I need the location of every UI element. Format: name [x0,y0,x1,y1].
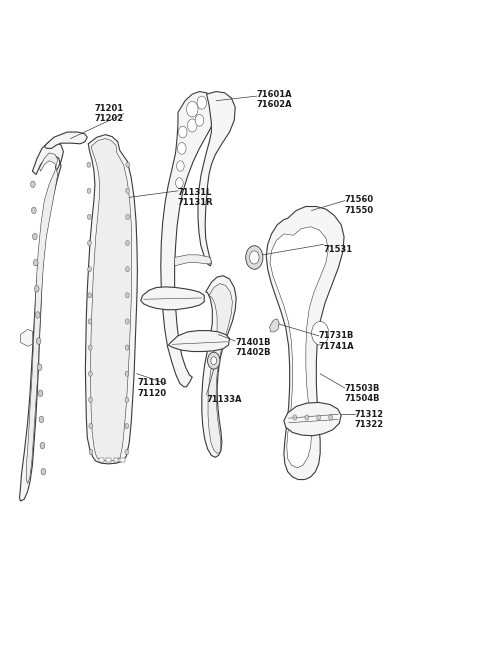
Circle shape [125,398,129,403]
Circle shape [88,266,92,272]
Circle shape [41,468,46,475]
Text: 71601A
71602A: 71601A 71602A [257,90,292,109]
Text: 71133A: 71133A [206,396,242,404]
Polygon shape [168,331,229,352]
Circle shape [125,266,129,272]
Polygon shape [91,138,132,461]
Circle shape [125,293,129,298]
Circle shape [35,312,40,318]
Polygon shape [161,92,216,387]
Circle shape [39,416,44,422]
Circle shape [125,423,129,428]
Circle shape [87,162,91,167]
Circle shape [126,188,130,194]
Circle shape [177,161,184,171]
Circle shape [305,415,309,420]
Circle shape [197,96,206,109]
Circle shape [125,371,129,377]
Circle shape [89,449,93,455]
Bar [120,458,124,462]
Circle shape [126,162,130,167]
Circle shape [32,207,36,214]
Polygon shape [202,276,236,457]
Circle shape [87,215,91,220]
Circle shape [125,319,129,324]
Circle shape [40,442,45,449]
Polygon shape [44,132,87,148]
Bar [114,458,118,462]
Circle shape [31,181,35,188]
Polygon shape [21,329,33,346]
Circle shape [89,398,93,403]
Circle shape [33,234,37,240]
Circle shape [195,114,204,126]
Polygon shape [270,319,279,332]
Circle shape [126,215,130,220]
Polygon shape [266,207,344,480]
Polygon shape [175,255,211,266]
Bar [99,458,104,462]
Circle shape [207,352,220,369]
Text: 71312
71322: 71312 71322 [355,410,384,429]
Circle shape [178,142,186,154]
Circle shape [312,321,329,345]
Circle shape [187,101,198,117]
Circle shape [126,241,130,246]
Circle shape [329,415,333,420]
Circle shape [125,345,129,350]
Polygon shape [284,403,341,436]
Text: 71131L
71131R: 71131L 71131R [178,188,214,207]
Circle shape [34,285,39,292]
Polygon shape [85,134,137,464]
Circle shape [317,415,321,420]
Circle shape [125,449,129,455]
Circle shape [88,319,92,324]
Polygon shape [208,283,232,453]
Polygon shape [26,153,58,483]
Text: 71731B
71741A: 71731B 71741A [319,331,354,351]
Circle shape [176,178,183,188]
Circle shape [88,345,92,350]
Polygon shape [270,227,328,468]
Circle shape [88,371,92,377]
Circle shape [188,119,197,132]
Polygon shape [20,142,63,501]
Polygon shape [141,287,204,310]
Bar [107,458,111,462]
Polygon shape [198,92,235,266]
Circle shape [211,357,216,365]
Text: 71201
71202: 71201 71202 [95,104,123,123]
Text: 71560
71550: 71560 71550 [345,195,374,215]
Text: 71531: 71531 [324,245,353,254]
Circle shape [89,423,93,428]
Circle shape [37,364,42,371]
Circle shape [36,338,41,344]
Circle shape [179,126,187,138]
Circle shape [87,241,91,246]
Circle shape [34,259,38,266]
Circle shape [250,251,259,264]
Text: 71110
71120: 71110 71120 [137,379,167,398]
Text: 71401B
71402B: 71401B 71402B [235,338,271,358]
Circle shape [38,390,43,397]
Text: 71503B
71504B: 71503B 71504B [345,384,381,403]
Circle shape [293,415,297,420]
Circle shape [246,246,263,269]
Circle shape [87,188,91,194]
Circle shape [88,293,92,298]
